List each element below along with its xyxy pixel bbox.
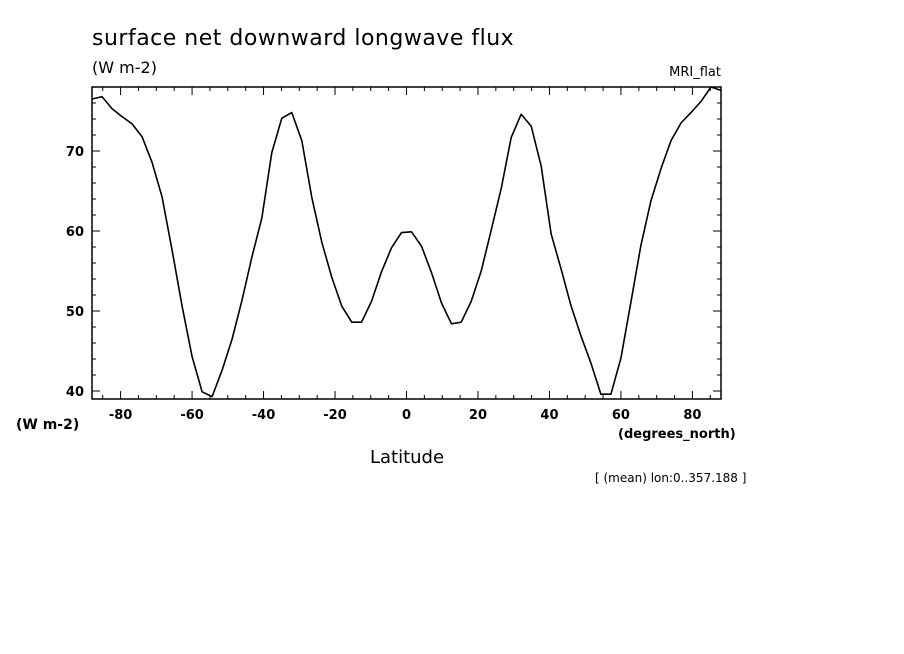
- y-axis-label: (W m-2): [16, 417, 79, 433]
- plot-frame: [91, 86, 722, 400]
- y-tick-label: 40: [66, 385, 84, 400]
- y-tick-labels: 40 50 60 70: [66, 145, 84, 400]
- series-line: [92, 86, 721, 398]
- y-tick-label: 60: [66, 225, 84, 240]
- y-tick-label: 70: [66, 145, 84, 160]
- x-tick-label: -20: [323, 408, 347, 423]
- x-tick-label: -60: [180, 408, 204, 423]
- units-top-label: (W m-2): [92, 58, 157, 77]
- x-tick-label: 20: [469, 408, 487, 423]
- x-units-label: (degrees_north): [618, 427, 736, 442]
- x-tick-label: -40: [252, 408, 276, 423]
- x-tick-label: 40: [540, 408, 558, 423]
- x-axis-label: Latitude: [370, 447, 444, 468]
- mean-lon-note: [ (mean) lon:0..357.188 ]: [595, 471, 746, 485]
- x-tick-label: 0: [402, 408, 411, 423]
- x-tick-label: 60: [612, 408, 630, 423]
- x-tick-label: 80: [683, 408, 701, 423]
- y-tick-label: 50: [66, 305, 84, 320]
- x-tick-label: -80: [109, 408, 133, 423]
- chart-title: surface net downward longwave flux: [92, 26, 514, 51]
- axis-ticks: [92, 86, 721, 399]
- model-label: MRI_flat: [669, 65, 721, 80]
- x-tick-labels: -80 -60 -40 -20 0 20 40 60 80: [109, 408, 702, 423]
